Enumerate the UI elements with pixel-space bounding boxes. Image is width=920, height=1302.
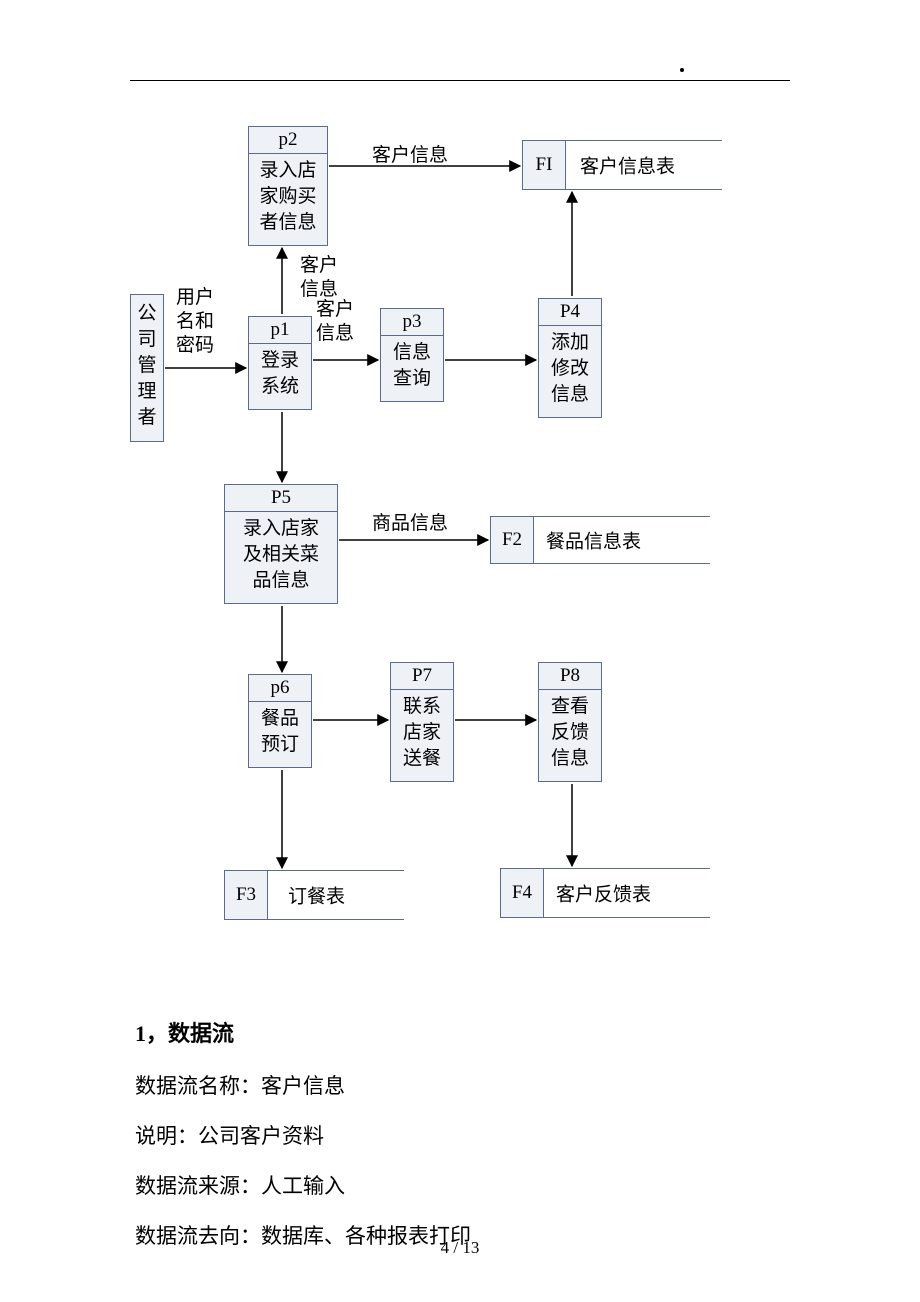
edge-label-actor-p1: 用户名和密码 (176, 286, 214, 358)
datastore-f3: F3 订餐表 (224, 870, 404, 920)
datastore-f2-label: 餐品信息表 (546, 527, 641, 554)
edge-label-p1-p2: 客户信息 (300, 254, 338, 302)
process-p5-header: P5 (225, 485, 337, 512)
edges-layer (0, 0, 920, 980)
process-p8-body: 查看反馈信息 (539, 690, 601, 776)
actor-company-manager: 公司管理者 (130, 294, 164, 442)
process-p7-body: 联系店家送餐 (391, 690, 453, 776)
process-p4-header: P4 (539, 299, 601, 326)
process-p5: P5 录入店家及相关菜品信息 (224, 484, 338, 604)
process-p3-body: 信息查询 (381, 336, 443, 396)
process-p7: P7 联系店家送餐 (390, 662, 454, 782)
datastore-f2: F2 餐品信息表 (490, 516, 710, 564)
process-p8: P8 查看反馈信息 (538, 662, 602, 782)
process-p2: p2 录入店家购买者信息 (248, 126, 328, 246)
process-p4-body: 添加修改信息 (539, 326, 601, 412)
process-p5-body: 录入店家及相关菜品信息 (225, 512, 337, 598)
process-p3-header: p3 (381, 309, 443, 336)
actor-label: 公司管理者 (131, 295, 163, 437)
datastore-f2-cap: F2 (490, 516, 534, 564)
datastore-f1: FI 客户信息表 (522, 140, 722, 190)
edge-label-p5-f2: 商品信息 (372, 512, 448, 536)
process-p2-body: 录入店家购买者信息 (249, 154, 327, 240)
page-footer: 4 / 13 (0, 1238, 920, 1258)
process-p1-header: p1 (249, 317, 311, 344)
datastore-f3-cap: F3 (224, 870, 268, 920)
process-p3: p3 信息查询 (380, 308, 444, 402)
datastore-f4-label: 客户反馈表 (556, 880, 651, 907)
datastore-f1-cap: FI (522, 140, 566, 190)
process-p8-header: P8 (539, 663, 601, 690)
heading-dataflow: 1，数据流 (135, 1012, 234, 1056)
datastore-f4-cap: F4 (500, 868, 544, 918)
process-p6-header: p6 (249, 675, 311, 702)
edge-label-p2-f1: 客户信息 (372, 144, 448, 168)
process-p4: P4 添加修改信息 (538, 298, 602, 418)
process-p1-body: 登录系统 (249, 344, 311, 404)
process-p6: p6 餐品预订 (248, 674, 312, 768)
datastore-f1-label: 客户信息表 (580, 152, 675, 179)
edge-label-p1-p3: 客户信息 (316, 298, 354, 346)
process-p1: p1 登录系统 (248, 316, 312, 410)
datastore-f3-label: 订餐表 (288, 882, 345, 909)
process-p2-header: p2 (249, 127, 327, 154)
line-desc: 说明：公司客户资料 (135, 1114, 324, 1158)
process-p6-body: 餐品预订 (249, 702, 311, 762)
process-p7-header: P7 (391, 663, 453, 690)
data-flow-diagram: 公司管理者 p1 登录系统 p2 录入店家购买者信息 p3 信息查询 P4 添加… (0, 0, 920, 980)
datastore-f4: F4 客户反馈表 (500, 868, 710, 918)
line-source: 数据流来源：人工输入 (135, 1164, 345, 1208)
line-name: 数据流名称：客户信息 (135, 1064, 345, 1108)
